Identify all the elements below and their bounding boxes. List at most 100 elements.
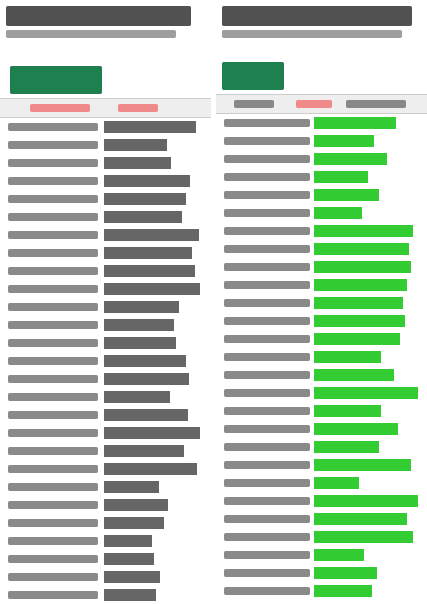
left-row xyxy=(0,586,211,604)
right-row xyxy=(216,348,427,366)
left-bar-track xyxy=(104,553,204,565)
right-bar-track xyxy=(314,405,422,417)
right-row-label xyxy=(224,317,310,325)
right-table-header xyxy=(216,94,427,114)
right-bar-track xyxy=(314,207,422,219)
right-title-block xyxy=(216,6,427,46)
left-row xyxy=(0,352,211,370)
right-row-label xyxy=(224,479,310,487)
left-row xyxy=(0,316,211,334)
right-row xyxy=(216,330,427,348)
left-bar xyxy=(104,589,156,601)
left-row-label xyxy=(8,141,98,149)
left-bar-track xyxy=(104,481,204,493)
left-bar-track xyxy=(104,229,204,241)
left-bar-track xyxy=(104,157,204,169)
left-bar xyxy=(104,517,164,529)
right-row xyxy=(216,240,427,258)
right-bar xyxy=(314,207,362,219)
right-row xyxy=(216,258,427,276)
right-bar-track xyxy=(314,477,422,489)
left-row xyxy=(0,226,211,244)
left-tab-chip[interactable] xyxy=(10,66,102,94)
right-row xyxy=(216,276,427,294)
left-row xyxy=(0,136,211,154)
right-row-label xyxy=(224,551,310,559)
right-row xyxy=(216,366,427,384)
right-row xyxy=(216,132,427,150)
left-rows xyxy=(0,118,211,604)
right-row-label xyxy=(224,245,310,253)
right-row xyxy=(216,420,427,438)
right-bar xyxy=(314,549,364,561)
right-bar xyxy=(314,351,381,363)
left-row-label xyxy=(8,159,98,167)
right-row xyxy=(216,546,427,564)
right-bar-track xyxy=(314,549,422,561)
left-row xyxy=(0,442,211,460)
left-bar xyxy=(104,121,196,133)
left-row xyxy=(0,172,211,190)
right-row-label xyxy=(224,137,310,145)
left-row xyxy=(0,532,211,550)
right-bar xyxy=(314,171,368,183)
left-bar xyxy=(104,265,195,277)
left-bar-track xyxy=(104,409,204,421)
left-row xyxy=(0,244,211,262)
right-bar xyxy=(314,567,377,579)
left-bar-track xyxy=(104,355,204,367)
right-title xyxy=(222,6,412,26)
left-row-label xyxy=(8,465,98,473)
right-bar xyxy=(314,477,360,489)
left-row-label xyxy=(8,177,98,185)
left-row-label xyxy=(8,591,98,599)
left-bar xyxy=(104,553,154,565)
right-bar xyxy=(314,585,373,597)
right-row-label xyxy=(224,155,310,163)
right-row xyxy=(216,150,427,168)
right-tab-chip[interactable] xyxy=(222,62,284,90)
left-bar-track xyxy=(104,283,204,295)
right-row-label xyxy=(224,533,310,541)
right-bar-track xyxy=(314,189,422,201)
left-row-label xyxy=(8,267,98,275)
right-row-label xyxy=(224,389,310,397)
left-bar-track xyxy=(104,319,204,331)
left-row-label xyxy=(8,501,98,509)
right-row-label xyxy=(224,173,310,181)
right-bar xyxy=(314,243,410,255)
right-bar xyxy=(314,369,394,381)
right-bar xyxy=(314,423,399,435)
right-row-label xyxy=(224,515,310,523)
left-bar xyxy=(104,283,200,295)
left-bar xyxy=(104,193,186,205)
right-row xyxy=(216,474,427,492)
left-bar-track xyxy=(104,121,204,133)
left-bar-track xyxy=(104,193,204,205)
left-row xyxy=(0,478,211,496)
right-bar-track xyxy=(314,459,422,471)
left-row xyxy=(0,208,211,226)
left-row-label xyxy=(8,357,98,365)
right-row xyxy=(216,564,427,582)
left-title-block xyxy=(0,6,211,46)
left-bar-track xyxy=(104,589,204,601)
left-row xyxy=(0,460,211,478)
right-bar-track xyxy=(314,441,422,453)
right-row xyxy=(216,492,427,510)
right-subtitle xyxy=(222,30,402,38)
right-row xyxy=(216,528,427,546)
left-col-value xyxy=(118,104,158,112)
left-row-label xyxy=(8,447,98,455)
left-row-label xyxy=(8,303,98,311)
left-row xyxy=(0,514,211,532)
left-bar xyxy=(104,535,152,547)
right-bar xyxy=(314,333,401,345)
left-row xyxy=(0,406,211,424)
right-bar-track xyxy=(314,495,422,507)
left-row xyxy=(0,334,211,352)
right-row xyxy=(216,204,427,222)
left-table-header xyxy=(0,98,211,118)
left-bar xyxy=(104,481,159,493)
right-bar xyxy=(314,261,412,273)
